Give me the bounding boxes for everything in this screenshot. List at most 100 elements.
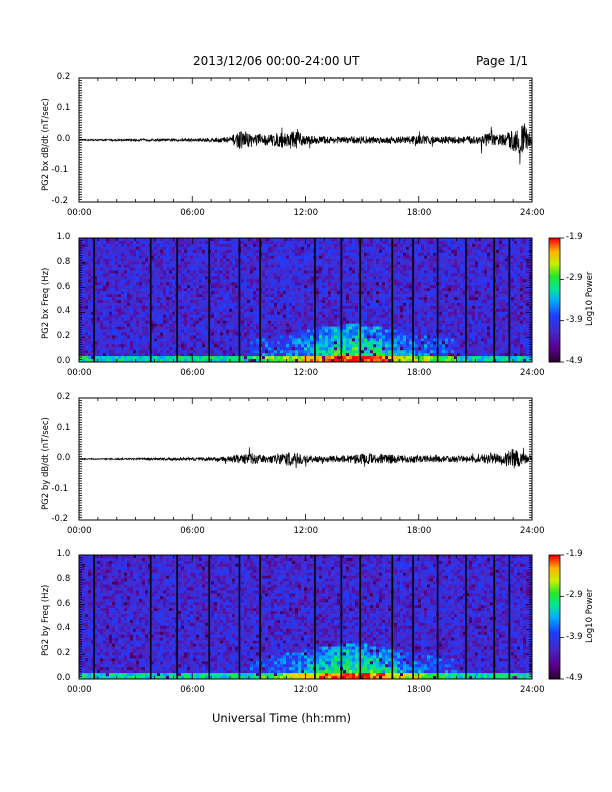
spectrogram-cell — [85, 300, 89, 304]
spectrogram-cell — [193, 297, 197, 301]
spectrogram-cell — [178, 291, 182, 295]
spectrogram-cell — [355, 317, 359, 321]
spectrogram-cell — [211, 305, 215, 310]
spectrogram-cell — [136, 350, 140, 354]
spectrogram-cell — [115, 252, 119, 257]
spectrogram-cell — [379, 302, 383, 307]
spectrogram-cell — [289, 294, 293, 298]
spectrogram-cell — [250, 344, 254, 348]
spectrogram-cell — [196, 353, 200, 357]
spectrogram-cell — [226, 308, 230, 313]
spectrogram-cell — [163, 294, 167, 298]
spectrogram-cell — [172, 320, 176, 324]
spectrogram-cell — [409, 332, 413, 336]
spectrogram-cell — [91, 267, 95, 271]
spectrogram-cell — [247, 276, 251, 280]
spectrogram-cell — [361, 297, 365, 301]
spectrogram-cell — [106, 302, 110, 307]
spectrogram-cell — [187, 291, 191, 295]
spectrogram-cell — [190, 317, 194, 321]
spectrogram-cell — [97, 329, 101, 333]
spectrogram-cell — [310, 240, 314, 245]
spectrogram-cell — [325, 356, 329, 360]
spectrogram-cell — [79, 249, 83, 254]
spectrogram-cell — [190, 344, 194, 348]
spectrogram-cell — [109, 252, 113, 257]
spectrogram-cell — [139, 317, 143, 321]
spectrogram-cell — [157, 329, 161, 333]
spectrogram-cell — [379, 332, 383, 336]
spectrogram-cell — [178, 350, 182, 354]
spectrogram-cell — [166, 264, 170, 268]
spectrogram-cell — [406, 243, 410, 248]
spectrogram-cell — [190, 297, 194, 301]
spectrogram-cell — [130, 344, 134, 348]
spectrogram-cell — [211, 308, 215, 313]
spectrogram-cell — [265, 249, 269, 254]
spectrogram-cell — [118, 347, 122, 351]
spectrogram-cell — [169, 279, 173, 283]
spectrogram-cell — [316, 344, 320, 348]
spectrogram-cell — [271, 294, 275, 298]
spectrogram-cell — [265, 359, 269, 363]
spectrogram-cell — [115, 267, 119, 271]
spectrogram-cell — [133, 252, 137, 257]
spectrogram-cell — [187, 302, 191, 307]
spectrogram-cell — [382, 249, 386, 254]
spectrogram-cell — [352, 338, 356, 342]
spectrogram-cell — [322, 305, 326, 310]
spectrogram-cell — [346, 332, 350, 336]
spectrogram-cell — [169, 255, 173, 259]
spectrogram-cell — [82, 285, 86, 289]
spectrogram-cell — [349, 249, 353, 254]
spectrogram-cell — [256, 356, 260, 360]
spectrogram-cell — [178, 344, 182, 348]
spectrogram-cell — [109, 353, 113, 357]
spectrogram-cell — [136, 311, 140, 316]
spectrogram-cell — [163, 285, 167, 289]
spectrogram-cell — [277, 264, 281, 268]
spectrogram-cell — [226, 270, 230, 274]
spectrogram-cell — [283, 338, 287, 342]
spectrogram-cell — [187, 243, 191, 248]
spectrogram-cell — [97, 288, 101, 292]
spectrogram-cell — [403, 273, 407, 277]
spectrogram-cell — [265, 314, 269, 319]
spectrogram-cell — [250, 267, 254, 271]
spectrogram-cell — [415, 350, 419, 354]
spectrogram-cell — [130, 258, 134, 262]
spectrogram-cell — [193, 317, 197, 321]
spectrogram-cell — [148, 240, 152, 245]
spectrogram-cell — [154, 329, 158, 333]
spectrogram-cell — [418, 314, 422, 319]
spectrogram-cell — [229, 249, 233, 254]
spectrogram-cell — [136, 323, 140, 327]
spectrogram-cell — [118, 270, 122, 274]
spectrogram-cell — [190, 246, 194, 251]
spectrogram-cell — [421, 294, 425, 298]
spectrogram-cell — [100, 252, 104, 257]
spectrogram-cell — [85, 305, 89, 310]
spectrogram-cell — [133, 279, 137, 283]
spectrogram-cell — [349, 335, 353, 339]
spectrogram-cell — [232, 359, 236, 363]
spectrogram-cell — [319, 285, 323, 289]
spectrogram-cell — [349, 326, 353, 330]
spectrogram-cell — [298, 317, 302, 321]
spectrogram-cell — [109, 285, 113, 289]
spectrogram-cell — [268, 353, 272, 357]
spectrogram-cell — [316, 238, 320, 242]
spectrogram-cell — [376, 344, 380, 348]
spectrogram-cell — [421, 285, 425, 289]
spectrogram-cell — [148, 291, 152, 295]
spectrogram-cell — [91, 353, 95, 357]
spectrogram-cell — [346, 240, 350, 245]
spectrogram-cell — [289, 320, 293, 324]
spectrogram-cell — [91, 302, 95, 307]
spectrogram-cell — [85, 243, 89, 248]
spectrogram-cell — [316, 297, 320, 301]
spectrogram-cell — [388, 350, 392, 354]
spectrogram-cell — [160, 329, 164, 333]
spectrogram-cell — [367, 329, 371, 333]
spectrogram-cell — [331, 240, 335, 245]
